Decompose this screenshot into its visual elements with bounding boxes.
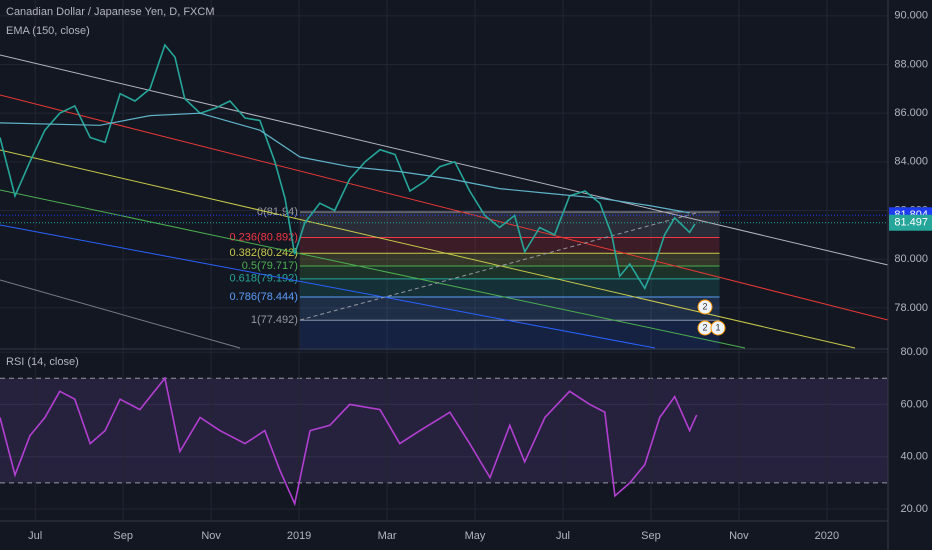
rsi-title: RSI (14, close) <box>6 356 79 368</box>
x-tick-label: Nov <box>201 530 221 542</box>
channel-lines <box>0 54 889 349</box>
fib-zone <box>299 211 720 238</box>
x-tick-label: 2019 <box>287 530 311 542</box>
trend-line <box>0 279 241 349</box>
fib-label: 0.786(78.444) <box>229 291 298 303</box>
fib-zone <box>299 278 720 298</box>
fib-label: 0.5(79.717) <box>242 260 298 272</box>
fib-label: 0.236(80.892) <box>229 231 298 243</box>
indicator-label: EMA (150, close) <box>6 25 90 37</box>
badge <box>710 320 726 336</box>
grid <box>0 0 888 520</box>
fib-label: 0.618(79.192) <box>229 273 298 285</box>
y-tick-label: 90.000 <box>894 10 928 22</box>
x-tick-label: Nov <box>729 530 749 542</box>
chart-title: Canadian Dollar / Japanese Yen, D, FXCM <box>6 6 215 18</box>
price-label: 81.497 <box>894 217 928 229</box>
y-tick-label: 78.000 <box>894 302 928 314</box>
x-tick-label: Sep <box>641 530 661 542</box>
y-tick-label: 86.000 <box>894 107 928 119</box>
series-line <box>0 376 698 507</box>
y-tick-label: 20.00 <box>900 503 928 515</box>
fib-trend <box>299 211 701 321</box>
fib-zone <box>299 253 720 267</box>
x-tick-label: Mar <box>378 530 397 542</box>
y-tick-label: 88.000 <box>894 58 928 70</box>
price-label-box <box>889 214 932 231</box>
y-tick-label: 80.000 <box>894 253 928 265</box>
fib-zone <box>299 237 720 254</box>
trend-line <box>0 149 856 349</box>
trend-line <box>0 189 746 349</box>
y-tick-label: 40.00 <box>900 451 928 463</box>
y-tick-label: 80.00 <box>900 346 928 358</box>
fib-bottom-fill <box>299 320 720 351</box>
y-tick-label: 84.000 <box>894 156 928 168</box>
series-line <box>0 112 690 214</box>
series-line <box>0 43 696 291</box>
x-tick-label: Jul <box>556 530 570 542</box>
badge-label: 2 <box>702 301 707 311</box>
badge <box>697 299 713 315</box>
x-tick-label: Jul <box>28 530 42 542</box>
x-tick-label: Sep <box>113 530 133 542</box>
x-tick-label: 2020 <box>815 530 839 542</box>
axes: 78.00080.00082.00084.00086.00088.00090.0… <box>28 10 932 542</box>
badge-label: 2 <box>702 322 707 332</box>
fib-label: 1(77.492) <box>251 314 298 326</box>
x-tick-label: May <box>465 530 486 542</box>
badge-label: 1 <box>715 322 720 332</box>
fib-label: 0(81.94) <box>257 206 298 218</box>
fib-zone <box>299 297 720 321</box>
plot <box>0 43 888 507</box>
rsi-band-fill <box>0 378 888 483</box>
trend-line <box>0 94 889 321</box>
fib-label: 0.382(80.242) <box>229 247 298 259</box>
y-tick-label: 60.00 <box>900 398 928 410</box>
trend-line <box>0 224 656 349</box>
fib-retracement: 0(81.94) 0.236(80.892) 0.382(80.242)0.5(79… <box>229 206 720 351</box>
